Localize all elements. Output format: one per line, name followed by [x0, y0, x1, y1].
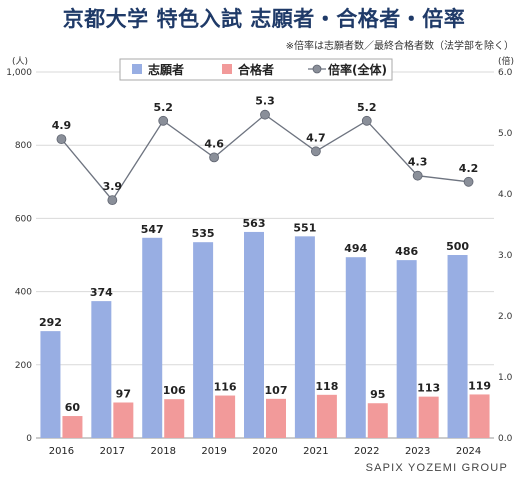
y-left-tick-label: 200: [15, 361, 32, 371]
ratio-point: [56, 134, 67, 145]
x-tick-label: 2023: [405, 446, 430, 457]
data-label-admitted: 95: [370, 388, 385, 401]
data-label-admitted: 119: [468, 379, 491, 392]
bar-applicants: [294, 236, 315, 438]
bar-admitted: [164, 399, 185, 438]
bar-admitted: [266, 398, 286, 438]
data-label-admitted: 107: [265, 384, 288, 397]
y-right-tick-label: 6.0: [498, 68, 513, 78]
data-label-ratio: 5.2: [153, 101, 173, 114]
ratio-point: [260, 109, 270, 120]
y-left-unit: (人): [12, 56, 28, 67]
x-tick-label: 2024: [456, 446, 481, 457]
y-right-tick-label: 3.0: [498, 251, 513, 261]
data-label-ratio: 4.9: [52, 119, 72, 132]
data-label-ratio: 5.3: [255, 95, 275, 108]
data-label-applicants: 563: [243, 217, 266, 230]
bar-admitted: [62, 416, 83, 438]
bar-applicants: [345, 257, 366, 438]
legend-marker: [312, 64, 322, 74]
y-left-tick-label: 1,000: [6, 68, 32, 78]
data-label-ratio: 4.2: [459, 162, 479, 175]
bar-applicants: [244, 231, 264, 438]
data-label-ratio: 5.2: [357, 101, 377, 114]
data-label-applicants: 500: [446, 240, 469, 253]
bar-admitted: [418, 396, 439, 438]
y-left-tick-label: 0: [26, 434, 32, 444]
data-label-applicants: 551: [293, 221, 316, 234]
legend-label: 志願者: [148, 62, 184, 77]
bar-admitted: [113, 402, 134, 438]
bar-admitted: [215, 395, 236, 438]
data-label-admitted: 106: [163, 384, 186, 397]
ratio-point: [209, 152, 220, 163]
y-right-tick-label: 1.0: [498, 373, 513, 383]
y-left-tick-label: 400: [15, 288, 32, 298]
y-right-tick-label: 4.0: [498, 190, 513, 200]
bar-applicants: [142, 237, 163, 438]
data-label-ratio: 3.9: [103, 180, 123, 193]
legend-box: [119, 58, 393, 81]
x-tick-label: 2019: [201, 446, 226, 457]
ratio-point: [463, 176, 474, 187]
chart-title: 京都大学 特色入試 志願者・合格者・倍率: [62, 7, 466, 31]
y-right-tick-label: 5.0: [498, 129, 513, 139]
data-label-admitted: 118: [315, 380, 338, 393]
data-label-applicants: 292: [39, 316, 62, 329]
legend-label: 倍率(全体): [328, 62, 387, 77]
data-label-applicants: 374: [90, 286, 113, 299]
bar-admitted: [367, 403, 388, 438]
ratio-point: [107, 195, 118, 206]
data-label-applicants: 486: [395, 245, 418, 258]
y-left-tick-label: 800: [15, 141, 32, 151]
data-label-applicants: 535: [192, 227, 215, 240]
data-label-admitted: 113: [417, 382, 440, 395]
bar-applicants: [396, 260, 417, 438]
x-tick-label: 2017: [100, 446, 125, 457]
data-label-ratio: 4.3: [408, 156, 428, 169]
y-right-tick-label: 2.0: [498, 312, 513, 322]
bar-applicants: [91, 301, 112, 438]
data-label-ratio: 4.6: [204, 137, 224, 150]
source-label: SAPIX YOZEMI GROUP: [365, 462, 508, 474]
legend-swatch: [132, 64, 142, 74]
y-right-tick-label: 0.0: [498, 434, 513, 444]
bar-admitted: [469, 394, 490, 438]
data-label-admitted: 60: [65, 401, 81, 414]
y-left-tick-label: 600: [15, 214, 32, 224]
chart-note: ※倍率は志願者数／最終合格者数（法学部を除く）: [285, 41, 514, 52]
data-label-applicants: 547: [141, 223, 164, 236]
ratio-point: [412, 170, 423, 181]
data-label-admitted: 116: [214, 381, 237, 394]
x-tick-label: 2021: [303, 446, 328, 457]
bar-applicants: [40, 331, 61, 438]
bar-applicants: [447, 255, 468, 438]
x-tick-label: 2020: [252, 446, 277, 457]
x-tick-label: 2018: [150, 446, 175, 457]
x-tick-label: 2016: [49, 446, 74, 457]
ratio-point: [361, 115, 372, 126]
legend-swatch: [222, 64, 232, 74]
data-label-admitted: 97: [116, 387, 131, 400]
ratio-point: [310, 146, 321, 157]
bar-admitted: [316, 394, 337, 438]
ratio-point: [158, 115, 169, 126]
legend-label: 合格者: [238, 62, 274, 77]
data-label-applicants: 494: [344, 242, 367, 255]
x-tick-label: 2022: [354, 446, 379, 457]
data-label-ratio: 4.7: [306, 131, 326, 144]
bar-applicants: [193, 242, 214, 438]
y-right-unit: (倍): [498, 55, 514, 67]
